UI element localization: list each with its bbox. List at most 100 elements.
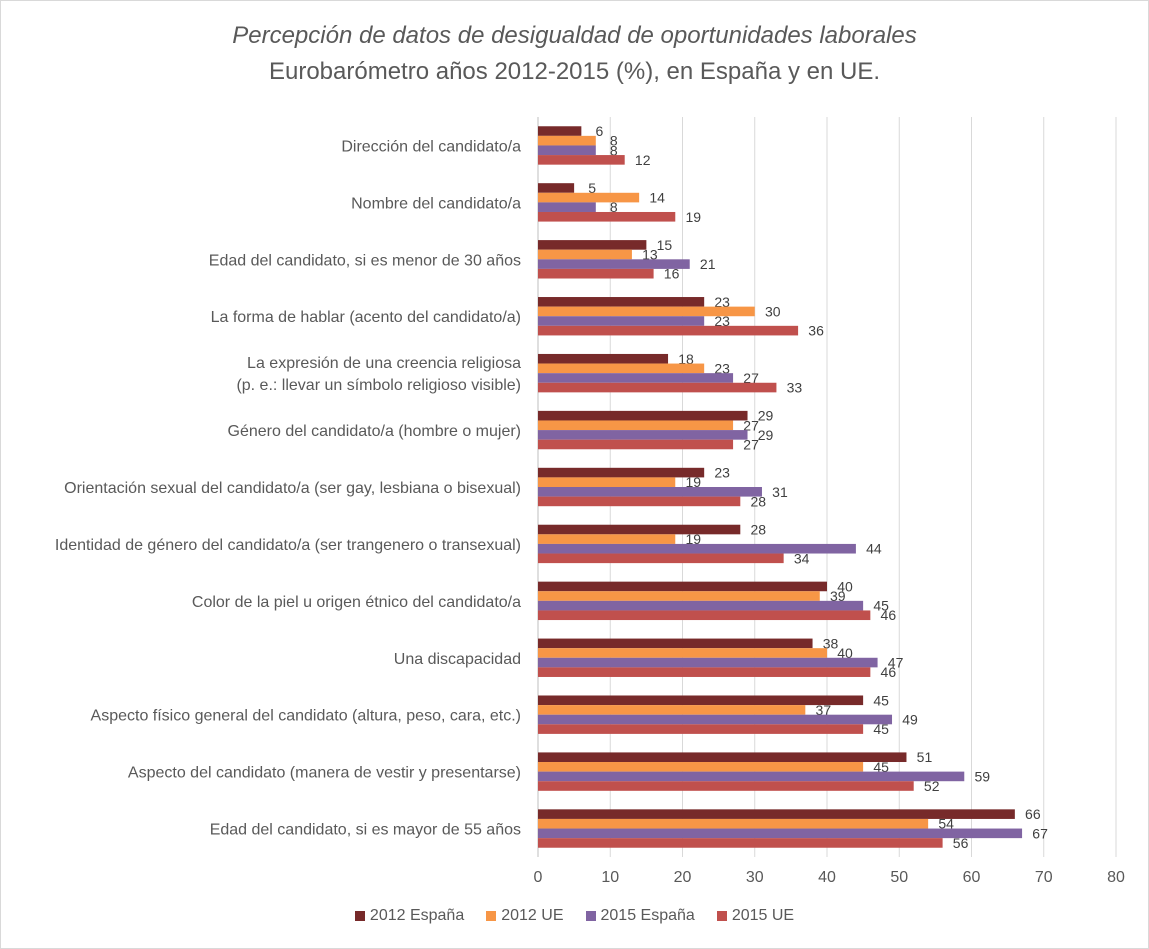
data-label: 28	[751, 522, 767, 538]
x-tick-label: 30	[746, 869, 764, 886]
chart-subtitle: Eurobarómetro años 2012-2015 (%), en Esp…	[268, 58, 881, 85]
data-label: 29	[758, 427, 774, 443]
bar	[538, 524, 741, 535]
x-tick-label: 50	[890, 869, 908, 886]
data-label: 40	[837, 645, 853, 661]
legend-label: 2012 España	[369, 907, 465, 924]
data-label: 45	[873, 692, 889, 708]
bar	[538, 752, 907, 763]
bar	[538, 126, 582, 136]
data-label: 8	[610, 142, 618, 158]
bar	[538, 145, 596, 156]
bar	[538, 714, 893, 725]
data-label: 27	[743, 417, 759, 433]
data-label: 49	[902, 711, 918, 727]
bar	[538, 467, 705, 478]
category-label: Edad del candidato, si es menor de 30 añ…	[209, 252, 521, 269]
bar	[538, 259, 690, 269]
data-label: 38	[823, 635, 839, 651]
legend-label: 2015 España	[600, 907, 695, 924]
bar	[538, 667, 871, 677]
bar	[538, 591, 820, 601]
legend-item: 2015 España	[585, 907, 695, 925]
bar	[538, 600, 864, 611]
x-tick-label: 10	[601, 869, 619, 886]
data-label: 6	[595, 123, 603, 139]
data-label: 34	[794, 550, 810, 566]
bar	[538, 183, 575, 193]
data-label: 39	[830, 588, 846, 604]
bar	[538, 581, 827, 592]
data-label: 54	[938, 816, 954, 832]
x-tick-label: 70	[1035, 869, 1053, 886]
bar	[538, 638, 813, 649]
bar	[538, 487, 762, 497]
data-label: 46	[881, 664, 897, 680]
bar	[538, 155, 625, 165]
bar	[538, 818, 929, 829]
category-label: Una discapacidad	[394, 651, 521, 668]
legend-item: 2015 UE	[716, 907, 795, 925]
bar	[538, 496, 741, 507]
bar	[538, 762, 864, 772]
data-label: 56	[953, 835, 969, 851]
data-label: 27	[743, 436, 759, 452]
bar	[538, 297, 705, 307]
data-label: 16	[664, 266, 680, 282]
bar	[538, 771, 965, 782]
category-label: Aspecto del candidato (manera de vestir …	[128, 765, 521, 782]
bar	[538, 382, 777, 393]
data-label: 15	[657, 237, 673, 253]
bar	[538, 410, 748, 421]
data-label: 51	[917, 749, 933, 765]
category-label: Género del candidato/a (hombre o mujer)	[228, 423, 522, 440]
category-label: (p. e.: llevar un símbolo religioso visi…	[236, 377, 521, 394]
data-label: 46	[881, 607, 897, 623]
category-label: Color de la piel u origen étnico del can…	[192, 594, 521, 611]
data-label: 23	[714, 294, 730, 310]
data-label: 30	[765, 303, 781, 319]
data-label: 19	[685, 531, 701, 547]
data-label: 8	[610, 199, 618, 215]
data-label: 23	[714, 313, 730, 329]
legend-label: 2015 UE	[731, 907, 795, 924]
data-label: 44	[866, 541, 882, 557]
x-tick-label: 0	[534, 869, 543, 886]
data-label: 40	[837, 578, 853, 594]
data-label: 18	[678, 351, 694, 367]
data-label: 19	[685, 474, 701, 490]
data-label: 27	[743, 370, 759, 386]
legend-swatch	[585, 911, 596, 921]
bar	[538, 610, 871, 621]
data-label: 59	[974, 768, 990, 784]
bar	[538, 202, 596, 212]
bar	[538, 211, 676, 222]
data-label: 29	[758, 408, 774, 424]
bar	[538, 439, 734, 450]
bar	[538, 695, 864, 706]
bar	[538, 306, 755, 317]
bar	[538, 543, 856, 554]
data-label: 23	[714, 465, 730, 481]
bar	[538, 724, 864, 734]
category-label: Aspecto físico general del candidato (al…	[91, 708, 521, 725]
bar	[538, 648, 827, 658]
chart-title: Percepción de datos de desigualdad de op…	[232, 22, 917, 49]
data-label: 21	[700, 256, 716, 272]
bar	[538, 316, 705, 326]
legend-swatch	[716, 911, 727, 921]
data-label: 36	[808, 323, 824, 339]
bar	[538, 268, 654, 279]
legend-item: 2012 UE	[486, 907, 564, 925]
bar	[538, 135, 596, 146]
bar	[538, 240, 647, 250]
data-label: 33	[787, 380, 803, 396]
data-label: 5	[588, 180, 596, 196]
data-label: 47	[888, 655, 904, 671]
bar	[538, 534, 676, 544]
chart-legend: 2012 España 2012 UE 2015 España 2015 UE	[0, 907, 1149, 925]
x-tick-label: 20	[674, 869, 692, 886]
bar	[538, 249, 632, 260]
bar	[538, 363, 705, 374]
